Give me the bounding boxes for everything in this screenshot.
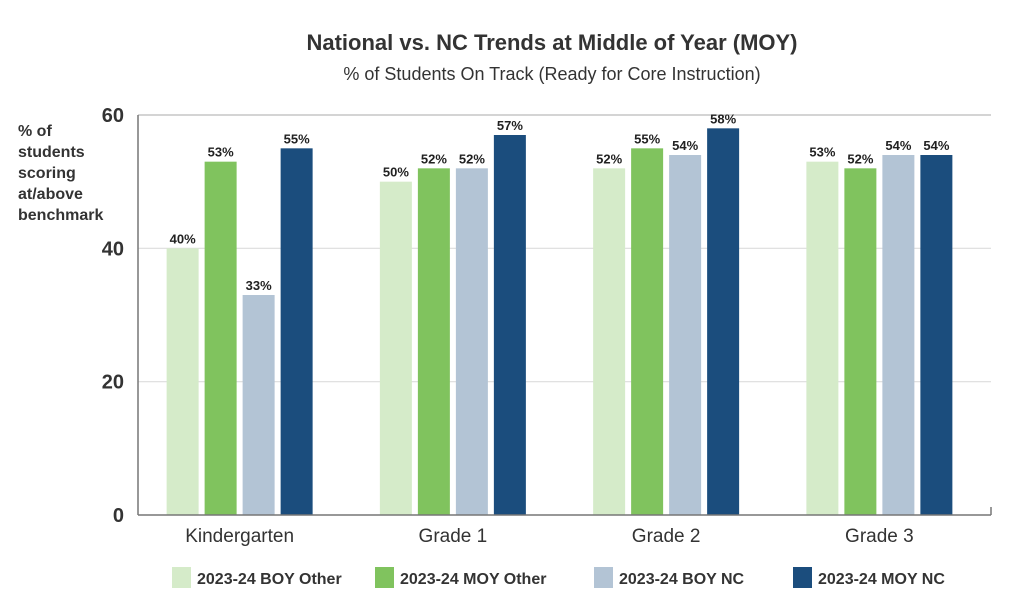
bar: [280, 148, 313, 516]
data-label: 50%: [383, 165, 409, 180]
legend-swatch: [793, 567, 812, 588]
y-axis-label-line: benchmark: [18, 207, 103, 224]
legend-swatch: [594, 567, 613, 588]
chart-title: National vs. NC Trends at Middle of Year…: [306, 30, 797, 55]
legend-item: 2023-24 MOY Other: [375, 567, 546, 588]
data-label: 55%: [634, 131, 660, 146]
data-label: 58%: [710, 111, 736, 126]
y-axis-label-line: students: [18, 144, 85, 161]
bar: [166, 248, 199, 516]
bar: [242, 295, 275, 515]
bar: [455, 168, 488, 516]
bar: [806, 161, 839, 515]
data-label: 57%: [497, 118, 523, 133]
y-ticks: 0 20 40 60: [102, 105, 124, 527]
bar: [631, 148, 664, 516]
legend-label: 2023-24 MOY Other: [400, 571, 546, 588]
data-label: 52%: [459, 151, 485, 166]
data-label: 54%: [672, 138, 698, 153]
x-tick-label: Grade 2: [632, 526, 701, 547]
axes: [137, 115, 992, 516]
x-ticks: Kindergarten Grade 1 Grade 2 Grade 3: [185, 526, 913, 547]
x-tick-label: Grade 3: [845, 526, 914, 547]
legend-label: 2023-24 BOY Other: [197, 571, 342, 588]
x-tick-label: Kindergarten: [185, 526, 294, 547]
y-axis-label-line: % of: [18, 123, 52, 140]
data-label: 53%: [208, 145, 234, 160]
data-label: 52%: [421, 151, 447, 166]
data-label: 54%: [923, 138, 949, 153]
data-label: 33%: [246, 278, 272, 293]
legend-swatch: [375, 567, 394, 588]
bar: [707, 128, 740, 516]
data-label: 54%: [885, 138, 911, 153]
legend-swatch: [172, 567, 191, 588]
bar: [669, 155, 702, 515]
bar: [379, 181, 412, 515]
y-axis-label-line: scoring: [18, 165, 76, 182]
bar: [844, 168, 877, 516]
bar: [493, 135, 526, 515]
legend: 2023-24 BOY Other 2023-24 MOY Other 2023-2…: [172, 567, 945, 588]
chart-subtitle: % of Students On Track (Ready for Core I…: [343, 64, 760, 84]
y-tick-label: 40: [102, 238, 124, 260]
bar: [417, 168, 450, 516]
data-label: 52%: [596, 151, 622, 166]
data-label: 53%: [809, 145, 835, 160]
data-label: 55%: [284, 131, 310, 146]
bar: [204, 161, 237, 515]
legend-item: 2023-24 BOY Other: [172, 567, 342, 588]
y-tick-label: 60: [102, 105, 124, 127]
data-label: 52%: [847, 151, 873, 166]
legend-label: 2023-24 BOY NC: [619, 571, 745, 588]
data-label: 40%: [170, 231, 196, 246]
y-axis-label: % of students scoring at/above benchmark: [18, 123, 103, 224]
legend-label: 2023-24 MOY NC: [818, 571, 945, 588]
y-tick-label: 20: [102, 372, 124, 394]
bars: 40% 53% 33% 55% 50% 52% 52% 57% 52% 55% 54% 58% 53% 5…: [166, 111, 953, 516]
bar: [882, 155, 915, 515]
legend-item: 2023-24 MOY NC: [793, 567, 945, 588]
y-axis-label-line: at/above: [18, 186, 83, 203]
legend-item: 2023-24 BOY NC: [594, 567, 745, 588]
bar: [593, 168, 626, 516]
x-tick-label: Grade 1: [419, 526, 488, 547]
y-tick-label: 0: [113, 505, 124, 527]
bar: [920, 155, 953, 515]
